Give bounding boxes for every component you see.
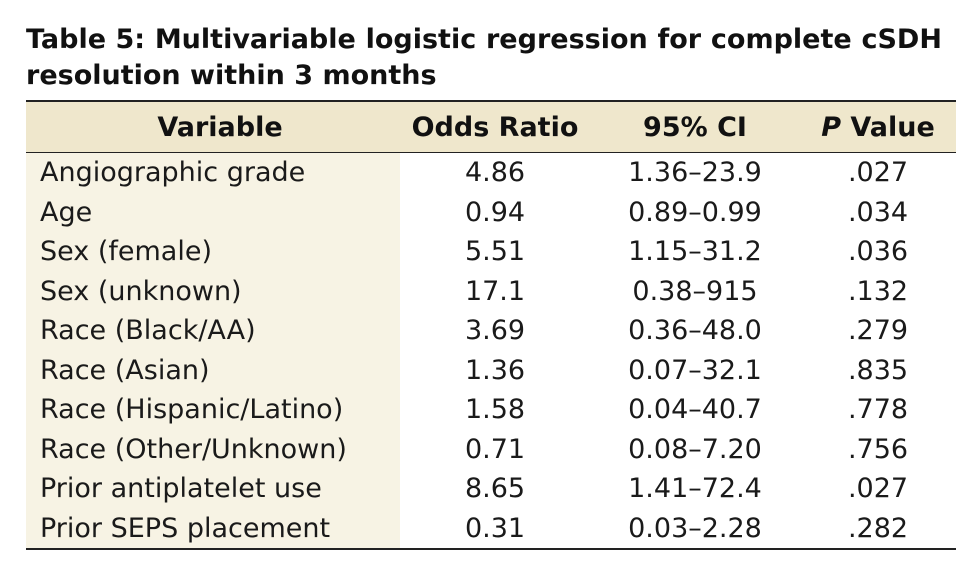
cell-ci: 1.15–31.2 <box>628 236 762 268</box>
cell-odds-ratio: 1.36 <box>464 354 526 386</box>
table-row: Age 0.94 0.89–0.99 .034 <box>26 192 956 232</box>
cell-variable: Prior SEPS placement <box>26 508 400 550</box>
cell-p-value: .756 <box>847 433 909 465</box>
caption-line-2: resolution within 3 months <box>26 60 437 91</box>
cell-odds-ratio: 0.71 <box>464 433 526 465</box>
caption-word: complete <box>710 24 852 55</box>
cell-ci: 0.38–915 <box>632 275 758 307</box>
cell-ci: 0.08–7.20 <box>628 433 762 465</box>
cell-odds-ratio: 1.58 <box>464 394 526 426</box>
cell-ci: 1.41–72.4 <box>628 473 762 505</box>
regression-table: Variable Odds Ratio 95% CI P Value Angio… <box>26 100 956 550</box>
header-variable: Variable <box>26 100 400 153</box>
cell-ci: 0.03–2.28 <box>590 508 800 550</box>
cell-p-value: .027 <box>847 473 909 505</box>
cell-p-value: .835 <box>847 354 909 386</box>
table-row: Sex (female) 5.51 1.15–31.2 .036 <box>26 232 956 272</box>
cell-odds-ratio: 4.86 <box>464 157 526 189</box>
header-p-rest: Value <box>840 111 935 143</box>
table-row: Prior antiplatelet use 8.65 1.41–72.4 .027 <box>26 469 956 509</box>
cell-p-value: .132 <box>847 275 909 307</box>
header-row: Variable Odds Ratio 95% CI P Value <box>26 100 956 153</box>
cell-variable: Prior antiplatelet use <box>26 469 400 509</box>
caption-word: Multivariable <box>154 24 356 55</box>
cell-odds-ratio: 0.94 <box>464 196 526 228</box>
table-row: Sex (unknown) 17.1 0.38–915 .132 <box>26 271 956 311</box>
header-odds-ratio: Odds Ratio <box>400 100 590 153</box>
cell-odds-ratio: 8.65 <box>464 473 526 505</box>
cell-variable: Race (Hispanic/Latino) <box>26 390 400 430</box>
caption-word: Table 5: <box>26 24 146 55</box>
cell-odds-ratio: 5.51 <box>464 236 526 268</box>
caption-word: cSDH <box>861 24 942 55</box>
cell-variable: Sex (unknown) <box>26 271 400 311</box>
cell-ci: 0.04–40.7 <box>628 394 762 426</box>
table-row: Race (Other/Unknown) 0.71 0.08–7.20 .756 <box>26 429 956 469</box>
cell-p-value: .036 <box>847 236 909 268</box>
cell-variable: Race (Asian) <box>26 350 400 390</box>
table-row: Race (Asian) 1.36 0.07–32.1 .835 <box>26 350 956 390</box>
cell-odds-ratio: 17.1 <box>464 275 526 307</box>
table-row: Prior SEPS placement 0.31 0.03–2.28.282 <box>26 508 956 550</box>
cell-ci: 0.07–32.1 <box>628 354 762 386</box>
table-row: Angiographic grade 4.86 1.36–23.9 .027 <box>26 152 956 193</box>
table-row: Race (Hispanic/Latino) 1.58 0.04–40.7 .778 <box>26 390 956 430</box>
caption-word: logistic <box>365 24 477 55</box>
cell-p-value: .282 <box>800 508 956 550</box>
cell-odds-ratio: 0.31 <box>400 508 590 550</box>
cell-ci: 1.36–23.9 <box>628 157 762 189</box>
cell-p-value: .027 <box>847 157 909 189</box>
cell-ci: 0.36–48.0 <box>628 315 762 347</box>
table-row: Race (Black/AA) 3.69 0.36–48.0 .279 <box>26 311 956 351</box>
header-p-value: P Value <box>800 100 956 153</box>
data-table: Variable Odds Ratio 95% CI P Value Angio… <box>26 100 956 550</box>
cell-variable: Angiographic grade <box>26 152 400 193</box>
cell-variable: Race (Other/Unknown) <box>26 429 400 469</box>
cell-variable: Age <box>26 192 400 232</box>
caption-line-1: Table 5: Multivariable logistic regressi… <box>26 22 942 58</box>
header-p-letter: P <box>821 111 841 143</box>
cell-p-value: .034 <box>847 196 909 228</box>
cell-p-value: .778 <box>847 394 909 426</box>
header-ci: 95% CI <box>590 100 800 153</box>
caption-word: regression <box>485 24 648 55</box>
caption-word: for <box>657 24 702 55</box>
cell-variable: Sex (female) <box>26 232 400 272</box>
cell-ci: 0.89–0.99 <box>628 196 762 228</box>
cell-variable: Race (Black/AA) <box>26 311 400 351</box>
table-caption: Table 5: Multivariable logistic regressi… <box>26 22 942 94</box>
cell-p-value: .279 <box>847 315 909 347</box>
cell-odds-ratio: 3.69 <box>464 315 526 347</box>
